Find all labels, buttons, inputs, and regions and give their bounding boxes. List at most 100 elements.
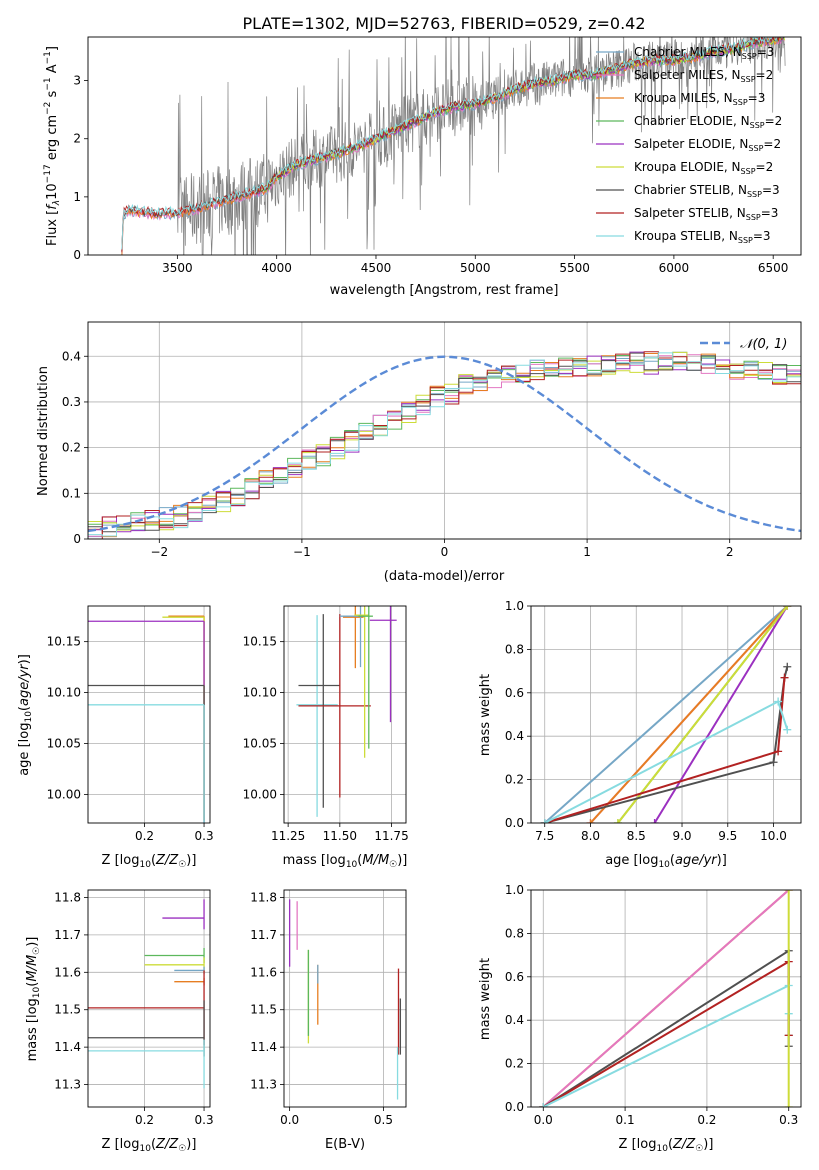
axes-frame [87,605,211,824]
legend-label: Kroupa MILES, NSSP=3 [634,91,765,107]
x-tick-label: 0.3 [195,829,214,843]
x-tick-label: −1 [293,545,311,559]
y-tick-label: 11.4 [250,1040,277,1054]
errorbar-chabrier-elodie [358,606,373,749]
spectrum-panel: 3500 4000 4500 5000 5500 6000 6500 0 1 2 3 [73,36,802,275]
weight-marker [783,662,792,671]
weight-line-kroupa-elodie [617,606,789,823]
x-tick-label: 0.0 [534,1113,553,1127]
weight-marker [783,725,792,734]
y-tick-label: 1.0 [505,883,524,897]
y-tick-label: 0.8 [505,926,524,940]
y-tick-label: 0.4 [505,1013,524,1027]
y-tick-label: 11.8 [250,890,277,904]
y-tick-label: 10.15 [47,635,81,649]
y-tick-label: 0.3 [62,395,81,409]
residuals-panel: −2 −1 0 1 2 0 0.1 0.2 0.3 0.4 [62,321,802,559]
spectrum-xlabel: wavelength [Angstrom, rest frame] [330,283,559,298]
weight-line-salpeter-miles [542,890,790,1107]
model-spectrum-chabrier-stelib [121,37,785,251]
histogram-chabrier-stelib [88,352,801,539]
model-spectrum-kroupa-stelib [121,37,783,250]
mass_vs_Z-plot-area [88,899,205,1089]
y-tick-label: 3 [73,74,81,88]
weight-marker [784,1103,793,1107]
spectrum-plot-area [121,37,786,255]
mass-vs-metallicity-panel: 0.2 0.3 11.3 11.4 11.5 11.6 11.7 11.8 [54,889,214,1127]
weight-z-ylabel: mass weight [478,958,493,1040]
weight-vs-metallicity-panel: 0.0 0.1 0.2 0.3 0.0 0.2 0.4 0.6 0.8 1.0 [505,883,802,1127]
age-vs-metallicity-panel: 0.2 0.3 10.00 10.05 10.10 10.15 [47,605,214,843]
errorbar-chabrier-miles [174,966,205,975]
x-tick-label: 10.0 [760,829,787,843]
axes-frame [87,889,211,1108]
spectrum-legend: Chabrier MILES, NSSP=3 Salpeter MILES, NS… [596,45,782,245]
weight-marker [540,819,549,823]
y-tick-label: 0.2 [505,773,524,787]
weight-age-xlabel: age [log10(age/yr)] [605,853,727,870]
weight-line-kroupa-miles [589,606,789,823]
y-tick-label: 10.00 [47,787,81,801]
weight-marker [780,673,789,682]
y-tick-label: 1.0 [505,599,524,613]
y-tick-label: 2 [73,132,81,146]
y-tick-label: 0.2 [505,1057,524,1071]
weight-z-xlabel: Z [log10(Z/Z☉)] [619,1137,714,1154]
errorbar-kroupa-stelib [88,1039,205,1089]
x-tick-label: 0.2 [697,1113,716,1127]
y-tick-label: 11.3 [250,1078,277,1092]
histogram-kroupa-elodie [88,351,801,539]
y-tick-label: 0.2 [62,441,81,455]
x-tick-label: 1 [583,545,591,559]
residuals-xlabel: (data-model)/error [384,569,505,584]
mass-z-ylabel: mass [log10(M/M☉)] [25,937,42,1062]
x-tick-label: 6000 [659,261,690,275]
y-tick-label: 11.7 [250,928,277,942]
x-tick-label: −2 [150,545,168,559]
errorbar-chabrier-stelib [298,614,340,808]
y-tick-label: 11.5 [250,1003,277,1017]
x-tick-label: 0.2 [135,1113,154,1127]
errorbar-kroupa-miles [168,615,205,820]
x-tick-label: 0 [441,545,449,559]
weight-line-chabrier-stelib [544,666,789,823]
histogram-kroupa-miles [88,353,801,539]
weight-marker [613,819,622,823]
x-tick-label: 11.75 [374,829,408,843]
ebv-xlabel: E(B-V) [325,1137,365,1152]
x-tick-label: 11.50 [323,829,357,843]
mass_vs_ebv-plot-area [288,899,402,1100]
histogram-salpeter-miles [88,354,801,539]
legend-label: Kroupa ELODIE, NSSP=2 [634,160,773,176]
y-tick-label: 11.3 [54,1078,81,1092]
x-tick-label: 5000 [460,261,491,275]
legend-label: Salpeter MILES, NSSP=2 [634,68,773,84]
y-tick-label: 11.5 [54,1003,81,1017]
weight-line-chabrier-miles [544,606,788,823]
axes-frame [283,605,407,824]
errorbar-salpeter-elodie [369,606,397,723]
weight-line-kroupa-stelib [542,983,790,1107]
spectrum-title: PLATE=1302, MJD=52763, FIBERID=0529, z=0… [242,14,645,33]
y-tick-label: 0 [73,532,81,546]
x-tick-label: 0.2 [135,829,154,843]
errorbar-salpeter-stelib [298,614,371,798]
weight-marker [539,1103,548,1107]
y-tick-label: 1 [73,190,81,204]
errorbar-chabrier-elodie [144,947,205,963]
axes-frame [87,321,802,540]
x-tick-label: 2 [726,545,734,559]
histogram-salpeter-elodie [88,351,801,539]
legend-label: Chabrier ELODIE, NSSP=2 [634,114,782,130]
x-tick-label: 0.3 [779,1113,798,1127]
x-tick-label: 4000 [261,261,292,275]
y-tick-label: 10.10 [243,686,277,700]
x-tick-label: 4500 [361,261,392,275]
x-tick-label: 0.0 [280,1113,299,1127]
x-tick-label: 5500 [559,261,590,275]
weight-line-chabrier-stelib [542,948,790,1107]
age-z-xlabel: Z [log10(Z/Z☉)] [102,853,197,870]
errorbar-kroupa-stelib [88,704,205,823]
x-tick-label: 9.5 [718,829,737,843]
